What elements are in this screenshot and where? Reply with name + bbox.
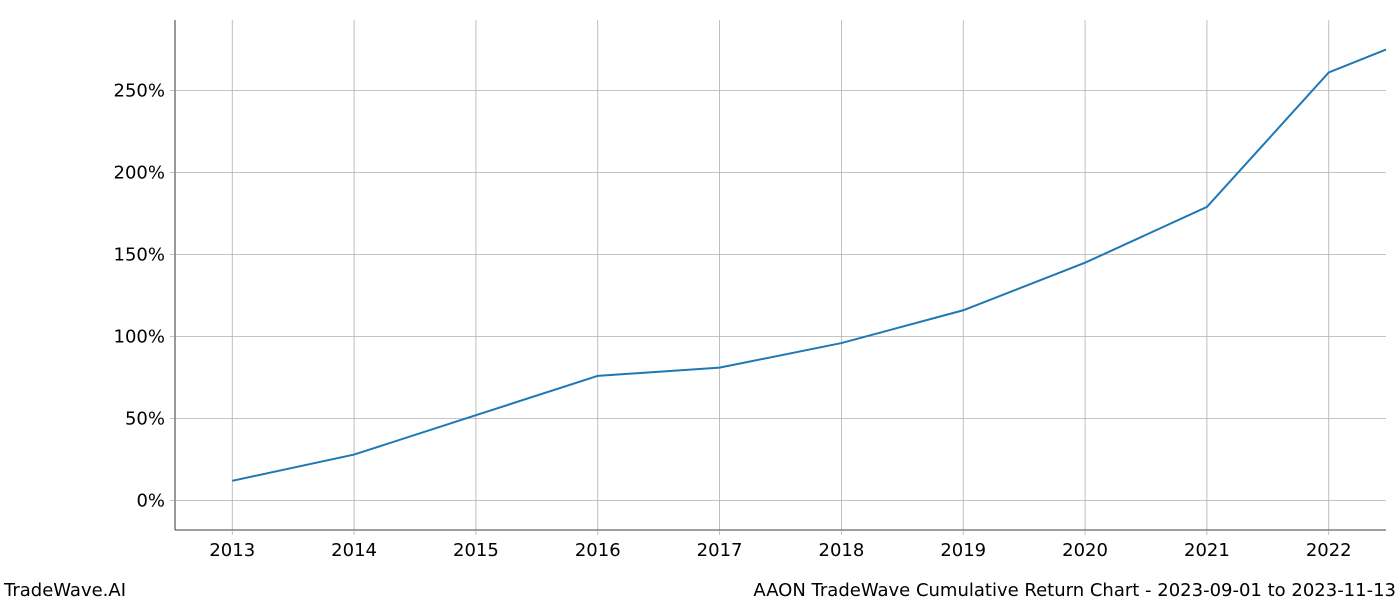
- x-tick-label: 2021: [1184, 540, 1230, 561]
- footer-right-label: AAON TradeWave Cumulative Return Chart -…: [753, 580, 1396, 600]
- y-tick-label: 50%: [125, 408, 165, 429]
- x-tick-label: 2014: [331, 540, 377, 561]
- y-tick-label: 0%: [136, 490, 165, 511]
- footer-left-label: TradeWave.AI: [3, 580, 126, 600]
- x-tick-label: 2016: [575, 540, 621, 561]
- x-tick-label: 2017: [697, 540, 743, 561]
- cumulative-return-line: [232, 50, 1386, 481]
- x-tick-label: 2018: [819, 540, 865, 561]
- x-tick-label: 2013: [209, 540, 255, 561]
- x-tick-label: 2015: [453, 540, 499, 561]
- y-tick-label: 200%: [114, 163, 165, 184]
- y-tick-label: 250%: [114, 81, 165, 102]
- y-tick-label: 150%: [114, 245, 165, 266]
- line-chart: 2013 2014 2015 2016 2017 2018 2019 2020 2021 2022…: [0, 0, 1400, 600]
- x-tick-label: 2022: [1306, 540, 1352, 561]
- x-tick-label: 2019: [940, 540, 986, 561]
- y-tick-label: 100%: [114, 326, 165, 347]
- x-tick-label: 2020: [1062, 540, 1108, 561]
- chart-container: 2013 2014 2015 2016 2017 2018 2019 2020 2021 2022…: [0, 0, 1400, 600]
